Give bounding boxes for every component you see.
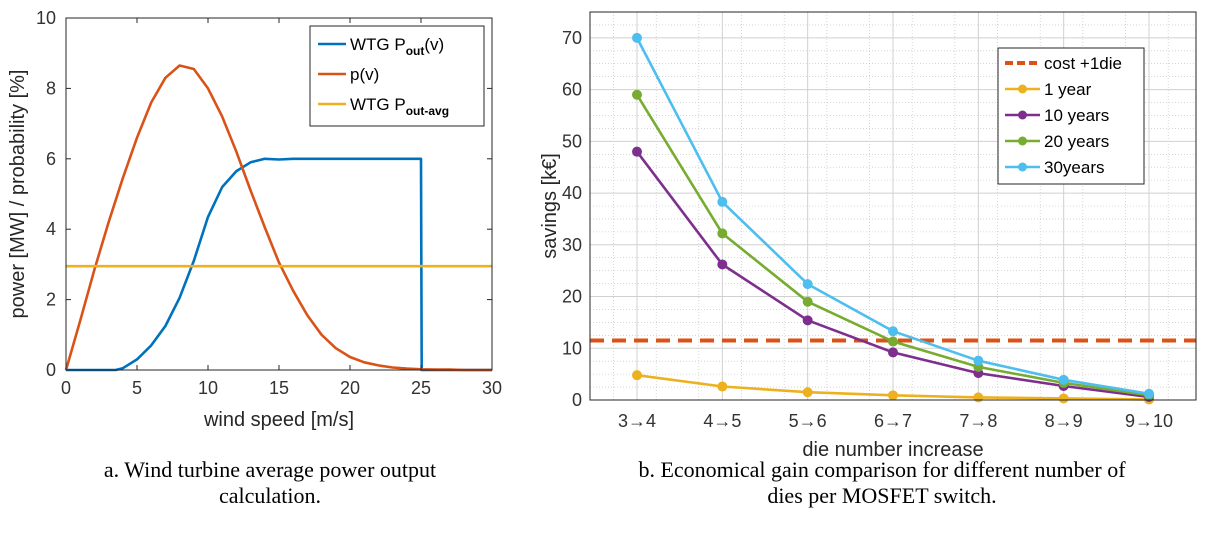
y-tick-label: 30 — [562, 235, 582, 255]
series-5-point — [888, 326, 898, 337]
y-tick-label: 20 — [562, 287, 582, 307]
series-2-point — [973, 392, 984, 403]
series-2-point — [1058, 393, 1069, 404]
axes-box — [589, 11, 1197, 401]
y-tick-label: 0 — [46, 360, 56, 380]
x-tick-label: 9→10 — [1125, 411, 1173, 431]
legend-box — [309, 25, 485, 127]
series-3-point — [802, 315, 813, 326]
series-2-point — [888, 390, 898, 401]
series-3-point — [888, 347, 898, 358]
legend-marker-2 — [1018, 84, 1027, 94]
caption-b: b. Economical gain comparison for differ… — [540, 457, 1224, 509]
legend-label-5: 30years — [1044, 158, 1104, 177]
series-2-point — [717, 381, 728, 392]
series-5-point — [632, 32, 642, 43]
series-5-point — [1144, 388, 1154, 399]
y-tick-label: 70 — [562, 28, 582, 48]
caption-a-line-2: calculation. — [218, 483, 321, 508]
y-axis-title: savings [k€] — [539, 153, 561, 259]
series-4-point — [717, 228, 728, 239]
x-tick-label: 6→7 — [874, 411, 912, 431]
x-tick-label: 5 — [132, 378, 142, 398]
series-3-point — [632, 146, 642, 157]
legend-marker-5 — [1018, 162, 1027, 172]
x-tick-label: 4→5 — [703, 411, 741, 431]
legend: cost +1die 1 year 10 years 20 years 30years — [997, 47, 1145, 185]
x-tick-label: 30 — [482, 378, 502, 398]
legend-marker-3 — [1018, 110, 1027, 120]
series-4-point — [888, 336, 898, 347]
chart-economical-gain: 0 10 20 30 40 50 60 70 3→4 4→5 5→6 6→7 7→8 8→9 9→10 die… — [539, 11, 1197, 461]
x-axis-title: wind speed [m/s] — [203, 409, 354, 431]
chart-wind-turbine-power: 0 5 10 15 20 25 30 0 2 4 6 8 10 wind speed [m/s] power… — [7, 8, 502, 431]
series-line-1 — [66, 157, 492, 372]
legend-label-3: 10 years — [1044, 106, 1109, 125]
series-5-point — [802, 279, 813, 290]
legend-label-4: 20 years — [1044, 132, 1109, 151]
caption-a-line-1: a. Wind turbine average power output — [103, 457, 437, 482]
y-tick-label: 10 — [36, 8, 56, 28]
legend-label-1: WTG Pout(v) — [350, 35, 444, 58]
y-tick-label: 50 — [562, 131, 582, 151]
y-tick-label: 6 — [46, 149, 56, 169]
legend-label-3: WTG Pout-avg — [350, 95, 449, 118]
series-3-point — [717, 259, 728, 270]
x-tick-label: 25 — [411, 378, 431, 398]
legend-label-1: cost +1die — [1044, 54, 1122, 73]
y-tick-label: 0 — [572, 390, 582, 410]
y-tick-label: 40 — [562, 183, 582, 203]
x-axis-title: die number increase — [802, 439, 983, 461]
x-tick-label: 10 — [198, 378, 218, 398]
caption-b-line-1: b. Economical gain comparison for differ… — [638, 457, 1126, 482]
series-4-point — [802, 296, 813, 307]
x-tick-label: 7→8 — [959, 411, 997, 431]
series-5-point — [717, 196, 728, 207]
y-axis-title: power [MW] / probability [%] — [7, 70, 29, 319]
legend-label-2: p(v) — [350, 65, 379, 84]
y-tick-label: 2 — [46, 290, 56, 310]
caption-a: a. Wind turbine average power output cal… — [0, 457, 540, 509]
y-tick-label: 10 — [562, 338, 582, 358]
series-5-point — [973, 355, 984, 366]
x-tick-label: 20 — [340, 378, 360, 398]
caption-b-line-2: dies per MOSFET switch. — [767, 483, 997, 508]
series-2-point — [632, 370, 642, 381]
y-tick-label: 8 — [46, 78, 56, 98]
legend-marker-4 — [1018, 136, 1027, 146]
y-tick-label: 60 — [562, 80, 582, 100]
x-tick-label: 15 — [269, 378, 289, 398]
legend-label-2: 1 year — [1044, 80, 1092, 99]
x-tick-label: 5→6 — [789, 411, 827, 431]
series-4-point — [632, 89, 642, 100]
series-2-point — [802, 387, 813, 398]
y-tick-label: 4 — [46, 219, 56, 239]
series-5-point — [1058, 374, 1069, 385]
x-tick-label: 0 — [61, 378, 71, 398]
x-tick-label: 8→9 — [1045, 411, 1083, 431]
x-tick-label: 3→4 — [618, 411, 656, 431]
legend: WTG Pout(v) p(v) WTG Pout-avg — [309, 25, 485, 127]
